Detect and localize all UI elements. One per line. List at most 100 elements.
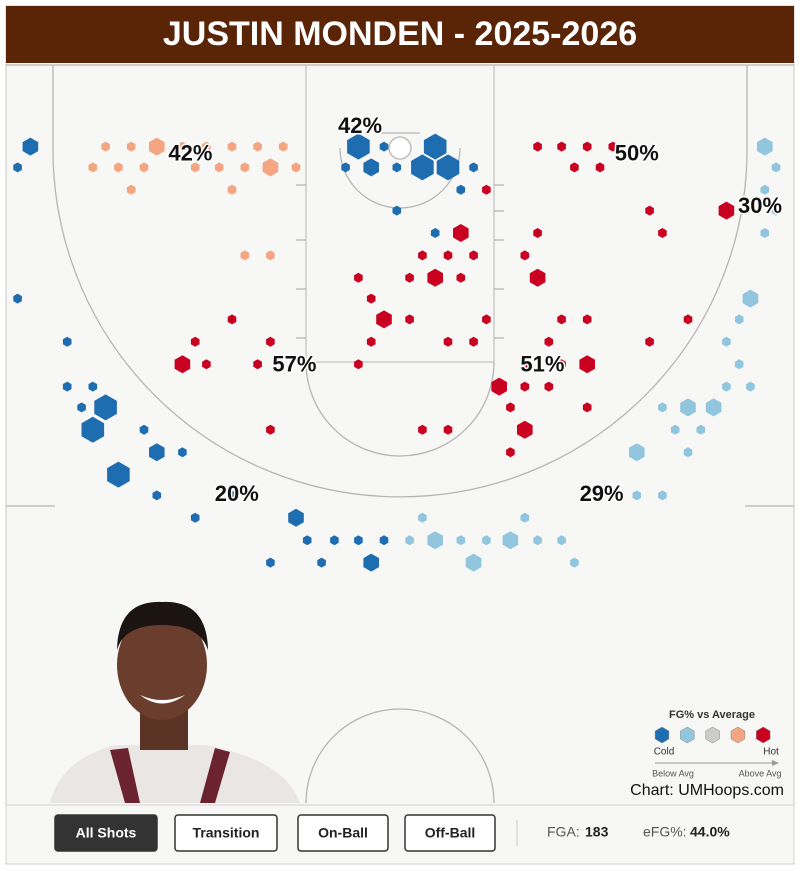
shot-hex (341, 162, 350, 173)
shot-hex (557, 535, 566, 546)
shot-hex (266, 557, 275, 568)
shot-hex (227, 490, 237, 501)
shot-hex (405, 535, 414, 546)
shot-hex (557, 359, 566, 370)
shot-hex (443, 336, 453, 347)
filter-button[interactable] (54, 814, 158, 852)
zone-label: 42% (168, 140, 212, 165)
shot-hex (190, 162, 200, 173)
shot-hex (418, 512, 427, 523)
shot-hex (178, 447, 187, 458)
center-circle (305, 708, 495, 804)
shot-hex (266, 250, 275, 261)
shot-hex (376, 310, 392, 329)
shot-hex (557, 141, 566, 152)
shot-hex (680, 398, 696, 417)
shot-hex (392, 162, 402, 173)
shot-hex (379, 535, 389, 546)
filter-button-label[interactable]: Transition (193, 825, 260, 841)
shot-hex (582, 314, 592, 325)
shot-hex (529, 268, 546, 287)
lane (305, 64, 495, 363)
shot-hex (632, 490, 642, 501)
zone-label: 51% (520, 352, 564, 377)
shot-hex (683, 447, 693, 458)
title: JUSTIN MONDEN - 2025-2026 (163, 15, 637, 53)
shot-hex (13, 162, 22, 173)
shot-hex (107, 461, 130, 488)
filter-button[interactable] (174, 814, 278, 852)
legend-swatches (654, 726, 771, 744)
shot-hex (482, 184, 491, 195)
shot-hex (240, 162, 250, 173)
shot-hex (392, 205, 402, 216)
filter-button[interactable] (297, 814, 389, 852)
shot-hex (101, 141, 110, 152)
shot-hex (149, 137, 165, 156)
filter-button-label[interactable]: On-Ball (318, 825, 368, 841)
shot-hex (469, 336, 478, 347)
shot-hex (174, 355, 191, 374)
shot-hex (469, 162, 478, 173)
shot-hex (405, 314, 414, 325)
shot-hex (544, 381, 554, 392)
shot-hex (291, 162, 301, 173)
shot-hex (190, 512, 200, 523)
shot-hex (722, 336, 731, 347)
shot-hex (579, 355, 595, 374)
shot-hex (506, 447, 515, 458)
shot-hex (520, 512, 530, 523)
shot-hex (757, 137, 773, 156)
zone-label: 50% (615, 140, 659, 165)
shot-hex (520, 250, 530, 261)
filter-button[interactable] (404, 814, 496, 852)
shot-hex (456, 272, 466, 283)
shot-hex (379, 141, 389, 152)
shot-hex (253, 359, 262, 370)
zone-label: 20% (215, 481, 259, 506)
shot-hex (253, 141, 262, 152)
shot-hex (645, 205, 654, 216)
legend-cold: Cold (654, 747, 675, 758)
shot-hex (570, 557, 579, 568)
shot-hex (482, 314, 491, 325)
shot-hex (266, 424, 275, 435)
shot-hex (469, 250, 478, 261)
shot-hex (88, 381, 98, 392)
shot-hex (62, 381, 72, 392)
shot-hex (683, 314, 693, 325)
shot-hex (240, 250, 250, 261)
shot-hex (214, 162, 224, 173)
header (6, 6, 794, 63)
legend-swatch (654, 726, 670, 744)
zone-label: 42% (338, 113, 382, 138)
shot-hex (418, 424, 427, 435)
shot-hex (190, 336, 200, 347)
three-point-line (52, 65, 748, 498)
shot-hex (557, 314, 566, 325)
shot-hex (427, 268, 443, 287)
shot-hex (582, 141, 592, 152)
shot-hex (771, 205, 781, 216)
credit: Chart: UMHoops.com (630, 782, 784, 799)
shot-hex (491, 377, 507, 396)
shot-hex (582, 402, 592, 413)
shot-hex (354, 272, 363, 283)
legend-hot: Hot (763, 747, 779, 758)
shot-hex (302, 535, 312, 546)
zone-layer: 42% 42% 50% 30% 57% 51% 20% 29% (167, 112, 784, 508)
shot-hex (502, 531, 519, 550)
filter-button-label[interactable]: Off-Ball (425, 825, 476, 841)
free-throw-circle (305, 361, 495, 457)
efg-label: eFG%: (643, 824, 687, 840)
shot-hex (629, 443, 645, 462)
shot-hex (746, 381, 755, 392)
filter-button-label[interactable]: All Shots (76, 825, 137, 841)
shot-hex (658, 228, 667, 238)
shot-hex (608, 141, 618, 152)
shot-hex (436, 154, 460, 181)
shot-hex (453, 224, 469, 242)
shot-hex (126, 141, 136, 152)
shot-hex (570, 162, 579, 173)
legend-below: Below Avg (652, 768, 694, 778)
